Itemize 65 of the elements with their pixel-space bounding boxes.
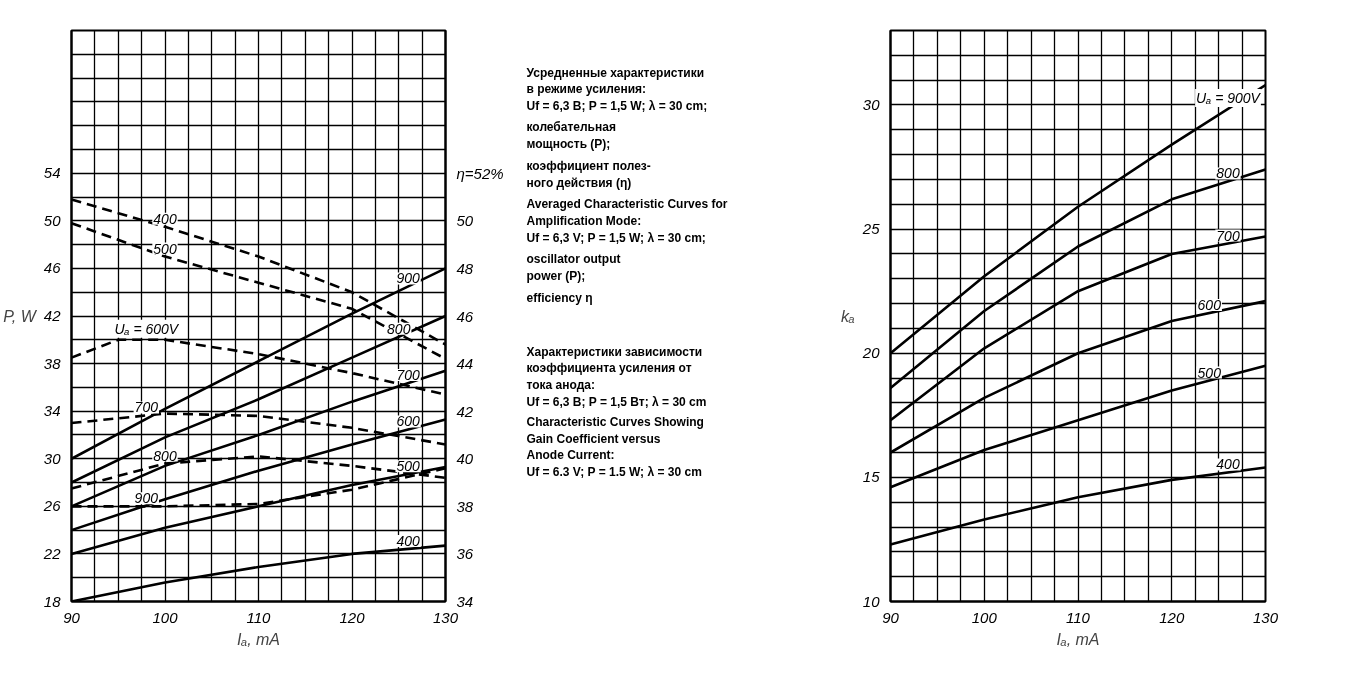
y2-tick-label: 34 <box>456 593 474 610</box>
x-tick-label: 110 <box>246 608 272 626</box>
y-tick-label: 38 <box>43 354 62 372</box>
x-tick-label: 130 <box>432 608 459 626</box>
text: oscillator output power (P); <box>526 251 621 283</box>
series-label: 900 <box>134 490 159 507</box>
series-label: 800 <box>387 320 411 337</box>
x-tick-label: 100 <box>971 608 998 626</box>
series-label: 500 <box>153 240 177 257</box>
y-tick-label: 46 <box>43 259 62 277</box>
x-tick-label: 90 <box>882 608 900 626</box>
x-tick-label: 100 <box>152 608 179 626</box>
text: коэффициент полез- ного действия (η) <box>526 158 651 190</box>
series-label: 400 <box>153 210 177 227</box>
y-tick-label: 34 <box>43 402 61 420</box>
x-axis-title: Iₐ, mA <box>1056 630 1100 648</box>
series-label: 400 <box>1216 456 1240 473</box>
y-tick-label: 20 <box>861 344 881 362</box>
x-tick-label: 130 <box>1252 608 1279 626</box>
series-label: 500 <box>396 458 420 475</box>
y2-tick-label: 40 <box>456 450 474 468</box>
text: Characteristic Curves Showing Gain Coefficient versus Anode Current: Uf = 6.3 V; P = 1.5 W; λ = 30 cm <box>526 414 704 480</box>
series-label: 700 <box>134 399 159 416</box>
series-label: 900 <box>396 270 420 287</box>
text: Усредненные характеристики в режиме усиления: Uf = 6,3 В; P = 1,5 W; λ = 30 cm; <box>526 65 708 114</box>
text: Характеристики зависимости коэффициента усиления от тока анода: Uf = 6,3 B; P = 1,5 Вт; λ = 30 cm <box>526 344 707 409</box>
y-axis-title: kₐ <box>841 307 856 325</box>
y-axis-title: P, W <box>3 307 38 325</box>
series-label: Uₐ = 900V <box>1196 89 1262 106</box>
series-label: 400 <box>396 532 420 549</box>
text: Averaged Characteristic Curves for Amplification Mode: Uf = 6,3 V; P = 1,5 W; λ = 30 cm; <box>526 197 728 246</box>
y2-tick-label: 38 <box>456 497 474 515</box>
series-label: 600 <box>1197 297 1222 314</box>
y-tick-label: 30 <box>43 449 62 467</box>
y-tick-label: 18 <box>43 592 62 610</box>
y2-tick-label: 48 <box>456 259 474 277</box>
y-tick-label: 30 <box>862 95 881 113</box>
x-tick-label: 120 <box>339 608 366 626</box>
x-axis-title: Iₐ, mA <box>236 630 281 648</box>
x-tick-label: 120 <box>1159 608 1185 626</box>
series-label: 800 <box>153 447 177 464</box>
y-tick-label: 10 <box>862 592 881 610</box>
series-label: 600 <box>396 413 420 430</box>
series-label: 800 <box>1216 165 1240 182</box>
y2-tick-label: 36 <box>456 545 474 563</box>
series-label: 500 <box>1197 364 1222 381</box>
y2-tick-label: 46 <box>456 307 474 325</box>
y-tick-label: 42 <box>43 307 62 324</box>
y2-tick-label: 50 <box>456 212 474 230</box>
text: колебательная мощность (P); <box>526 120 616 151</box>
y2-tick-label: η=52% <box>456 164 504 182</box>
y-tick-label: 50 <box>43 211 62 229</box>
y-tick-label: 15 <box>862 468 881 486</box>
text: efficiency η <box>526 290 593 305</box>
y2-tick-label: 42 <box>456 402 474 420</box>
y-tick-label: 54 <box>43 164 61 182</box>
x-tick-label: 110 <box>1066 608 1091 626</box>
y-tick-label: 25 <box>861 220 881 238</box>
y2-tick-label: 44 <box>456 355 474 373</box>
series-label: 700 <box>1216 227 1240 244</box>
y-tick-label: 22 <box>42 544 62 562</box>
series-label: 700 <box>396 367 420 384</box>
y-tick-label: 26 <box>42 497 62 515</box>
series-label: Uₐ = 600V <box>114 320 180 337</box>
x-tick-label: 90 <box>63 608 81 626</box>
